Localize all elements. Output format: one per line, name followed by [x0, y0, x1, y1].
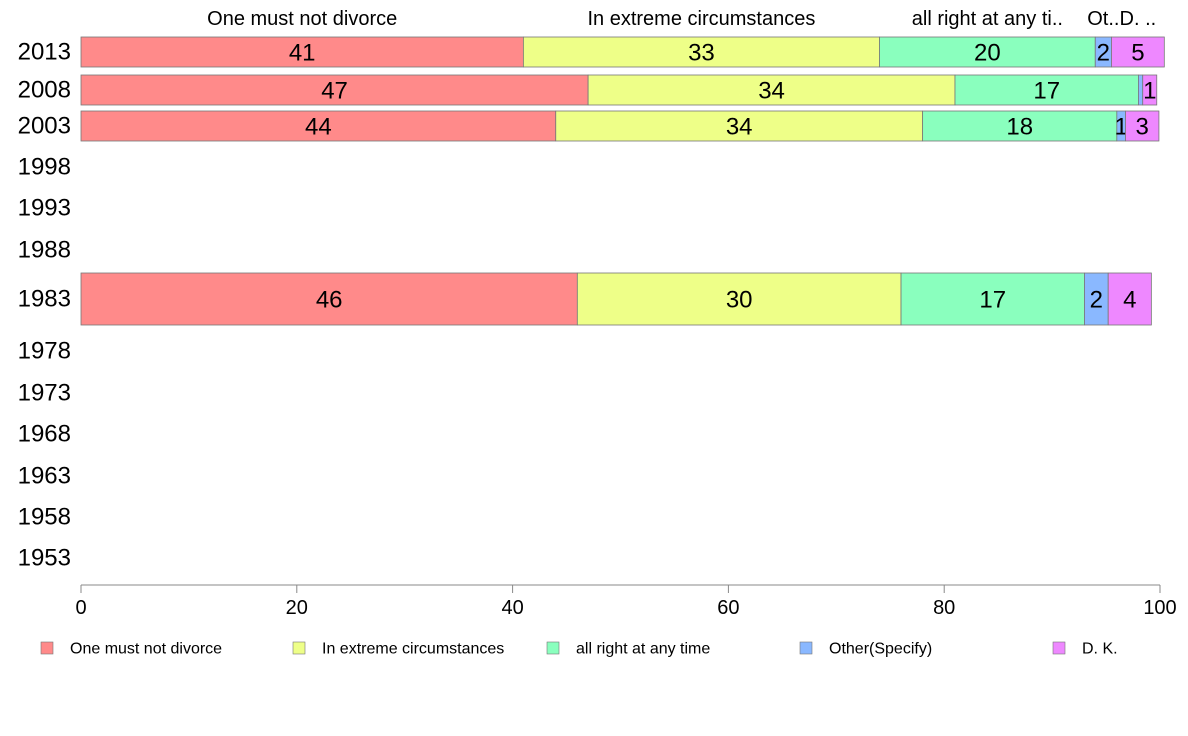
legend-swatch-3 [546, 641, 560, 655]
year-label-1988: 1988 [18, 237, 71, 264]
data-label-2008-1: 47 [321, 78, 348, 105]
year-label-1978: 1978 [18, 338, 71, 365]
data-label-1983-5: 4 [1123, 287, 1136, 314]
bar-segment-1983-3 [900, 272, 1085, 326]
column-header-3: all right at any ti.. [912, 8, 1063, 30]
data-label-2003-2: 34 [726, 114, 753, 141]
legend-label-4: Other(Specify) [829, 641, 932, 658]
legend: One must not divorce In extreme circumsta… [40, 641, 1118, 658]
data-label-2013-1: 41 [289, 40, 316, 67]
year-label-2013: 2013 [18, 39, 71, 66]
year-labels: 2013 2008 2003 1998 1993 1988 1983 1978 1973 1968… [18, 39, 71, 572]
x-tick-label-40: 40 [501, 597, 523, 619]
bar-segment-2013-5 [1111, 36, 1165, 68]
bar-segment-2013-3 [879, 36, 1096, 68]
data-label-2003-3: 18 [1006, 114, 1033, 141]
data-label-2013-2: 33 [688, 40, 715, 67]
column-header-2: In extreme circumstances [587, 8, 815, 30]
x-axis: 0 20 40 60 80 100 [75, 584, 1177, 619]
column-header-4: Ot.. [1087, 8, 1119, 30]
data-label-2008-5: 1 [1143, 78, 1156, 105]
bars: 41 33 20 2 547 34 17 144 34 18 1 346 30 17 2 4 [80, 36, 1165, 326]
year-label-1973: 1973 [18, 380, 71, 407]
data-label-1983-1: 46 [316, 287, 343, 314]
legend-label-2: In extreme circumstances [322, 641, 504, 658]
legend-label-1: One must not divorce [70, 641, 222, 658]
year-label-1983: 1983 [18, 286, 71, 313]
year-label-1993: 1993 [18, 195, 71, 222]
year-label-1953: 1953 [18, 545, 71, 572]
legend-swatch-1 [40, 641, 54, 655]
x-tick-label-100: 100 [1143, 597, 1176, 619]
bar-segment-2003-1 [80, 110, 557, 142]
year-label-2008: 2008 [18, 77, 71, 104]
x-tick-label-0: 0 [75, 597, 86, 619]
year-label-1968: 1968 [18, 421, 71, 448]
data-label-2013-4: 2 [1097, 40, 1110, 67]
data-label-1983-3: 17 [979, 287, 1006, 314]
legend-swatch-4 [799, 641, 813, 655]
legend-label-3: all right at any time [576, 641, 710, 658]
data-label-1983-4: 2 [1090, 287, 1103, 314]
column-header-1: One must not divorce [207, 8, 397, 30]
data-label-2008-3: 17 [1033, 78, 1060, 105]
bar-segment-2013-1 [80, 36, 524, 68]
year-label-2003: 2003 [18, 113, 71, 140]
data-label-2003-4: 1 [1114, 114, 1127, 141]
bar-segment-2003-3 [922, 110, 1118, 142]
x-tick-label-20: 20 [286, 597, 308, 619]
bar-segment-2008-1 [80, 74, 589, 106]
bar-segment-2008-5 [1142, 74, 1158, 106]
data-label-2013-3: 20 [974, 40, 1001, 67]
bar-segment-1983-1 [80, 272, 578, 326]
data-label-2003-1: 44 [305, 114, 332, 141]
bar-segment-2013-2 [522, 36, 880, 68]
bar-segment-2003-5 [1125, 110, 1160, 142]
year-label-1958: 1958 [18, 504, 71, 531]
x-tick-label-60: 60 [717, 597, 739, 619]
legend-swatch-2 [292, 641, 306, 655]
column-headers: One must not divorce In extreme circumsta… [207, 8, 1156, 30]
data-label-2008-2: 34 [758, 78, 785, 105]
legend-swatch-5 [1052, 641, 1066, 655]
legend-label-5: D. K. [1082, 641, 1118, 658]
year-label-1963: 1963 [18, 463, 71, 490]
bar-segment-1983-5 [1107, 272, 1152, 326]
data-label-2013-5: 5 [1131, 40, 1144, 67]
bar-segment-2008-3 [954, 74, 1139, 106]
bar-segment-2008-2 [587, 74, 956, 106]
bar-segment-1983-2 [576, 272, 902, 326]
data-label-1983-2: 30 [726, 287, 753, 314]
x-tick-label-80: 80 [933, 597, 955, 619]
data-label-2003-5: 3 [1136, 114, 1149, 141]
column-header-5: D. .. [1120, 8, 1157, 30]
year-label-1998: 1998 [18, 154, 71, 181]
